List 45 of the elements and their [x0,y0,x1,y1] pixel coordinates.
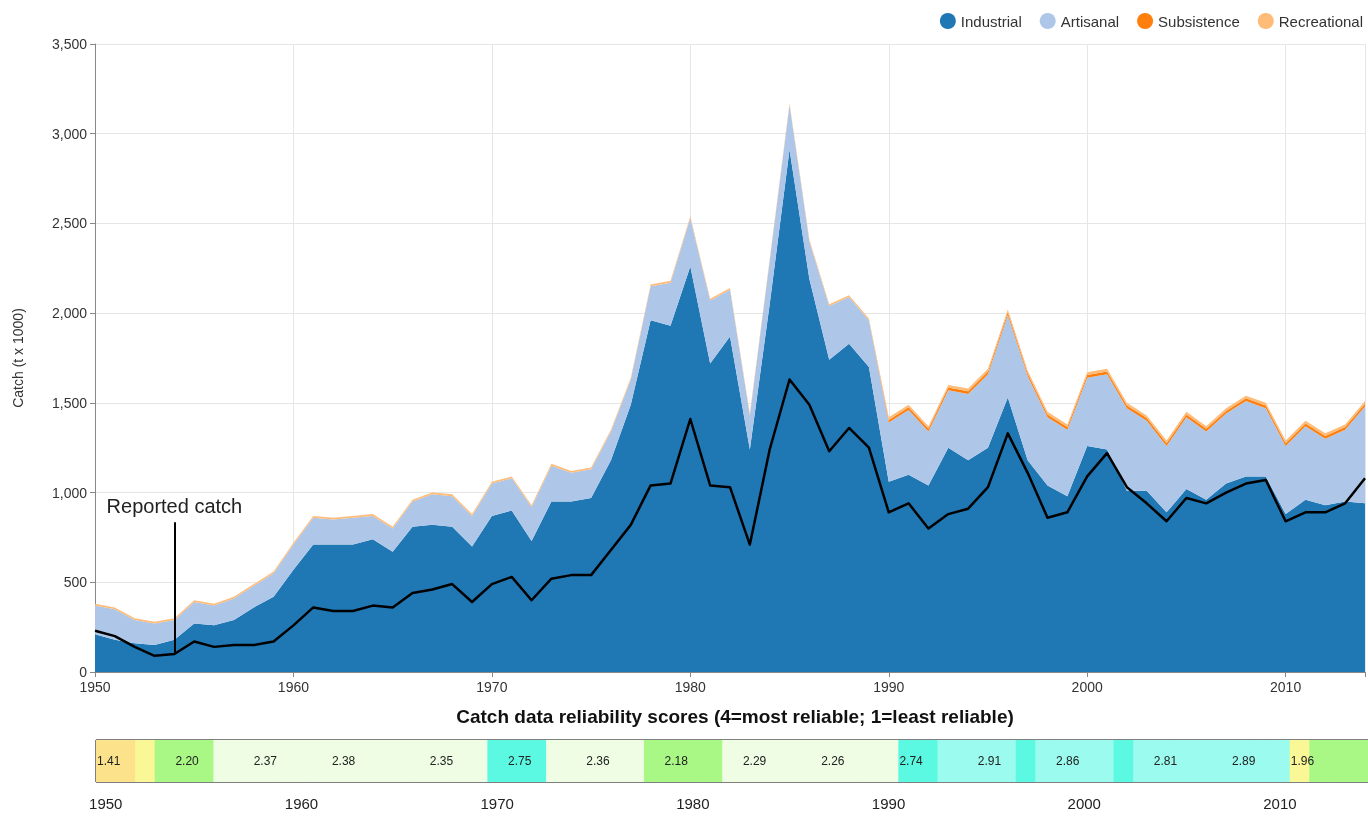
y-tick-label: 2,000 [51,305,88,322]
x-tick-label: 2000 [1067,795,1101,812]
data-label: 2.81 [1153,754,1178,768]
legend-label: Recreational [1278,12,1363,30]
data-label: 2.35 [429,754,454,768]
data-label: 2.38 [331,754,356,768]
legend-label: Industrial [960,12,1022,30]
x-tick-label: 2010 [1270,679,1302,695]
data-label: 2.26 [821,754,845,768]
legend-label: Artisanal [1060,12,1120,30]
y-axis-title: Catch (t x 1000) [10,308,26,408]
x-tick-label: 1980 [676,795,710,812]
data-label: 2.18 [664,754,689,768]
x-tick-label: 1950 [89,795,123,812]
data-label: 2.36 [586,754,611,768]
chart-title: Catch data reliability scores (4=most reliable; 1=least reliable) [456,706,1014,727]
y-tick-label: 500 [63,574,88,591]
y-tick-label: 3,500 [51,36,88,52]
data-label: 2.29 [742,754,767,768]
y-tick-label: 1,000 [51,484,88,501]
x-tick-label: 2000 [1071,679,1103,695]
data-label: 2.75 [508,754,532,768]
legend-label: Subsistence [1158,12,1240,30]
x-tick-label: 1990 [873,679,905,695]
annotation: Reported catch [106,495,243,518]
data-label: 2.37 [253,754,278,768]
y-tick-label: 0 [79,664,88,680]
x-tick-label: 2010 [1263,795,1297,812]
data-label: 2.20 [175,754,200,768]
data-label: 1.96 [1290,754,1315,768]
x-tick-label: 1970 [480,795,514,812]
data-label: 2.89 [1232,754,1256,768]
x-tick-label: 1950 [79,679,111,695]
x-tick-label: 1980 [674,679,707,695]
x-tick-label: 1990 [871,795,906,812]
data-label: 2.86 [1056,754,1080,768]
data-label: 2.74 [899,754,924,768]
data-label: 1.41 [97,754,121,768]
x-tick-label: 1960 [284,795,319,812]
x-tick-label: 1970 [476,679,508,695]
y-tick-label: 1,500 [51,394,88,411]
y-tick-label: 3,000 [51,125,88,142]
data-label: 2.91 [977,754,1002,768]
y-tick-label: 2,500 [51,215,88,232]
x-tick-label: 1960 [277,679,310,695]
